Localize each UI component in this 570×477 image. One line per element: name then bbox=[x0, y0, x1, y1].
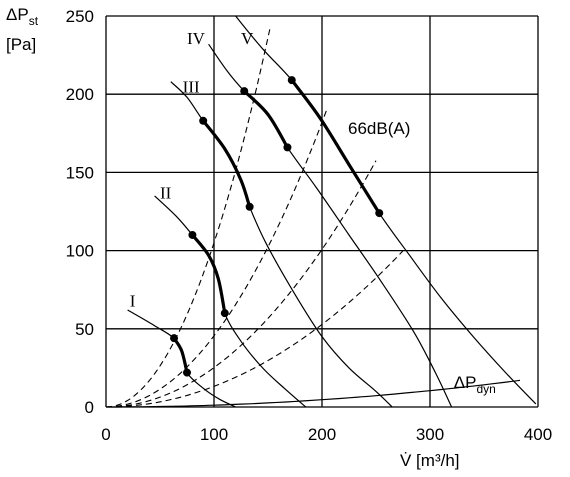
fan-curve-op-range-II bbox=[190, 233, 227, 315]
fan-curves bbox=[105, 15, 537, 408]
dyn-pressure-label: ΔPdyn bbox=[454, 373, 496, 396]
x-tick-label: 200 bbox=[308, 425, 336, 444]
fan-curve-op-range-IV bbox=[242, 89, 289, 149]
operating-point bbox=[375, 209, 384, 218]
y-tick-label: 0 bbox=[85, 398, 94, 417]
x-tick-label: 0 bbox=[101, 425, 110, 444]
fan-curve-V bbox=[235, 15, 537, 405]
y-tick-label: 150 bbox=[66, 163, 94, 182]
y-tick-label: 250 bbox=[66, 7, 94, 26]
operating-point bbox=[220, 309, 229, 318]
fan-curve-op-range-I bbox=[172, 336, 189, 375]
dyn-pressure-curve bbox=[105, 379, 521, 408]
x-tick-label: 100 bbox=[200, 425, 228, 444]
system-curves bbox=[105, 27, 404, 408]
system-curve-dashed bbox=[105, 250, 404, 408]
operating-point bbox=[170, 334, 179, 343]
grid-layer bbox=[105, 15, 539, 408]
y-axis-title-sub: st bbox=[29, 14, 39, 28]
y-tick-label: 50 bbox=[75, 320, 94, 339]
y-axis-unit: [Pa] bbox=[6, 35, 36, 54]
fan-curve-I bbox=[127, 309, 236, 408]
system-curve-dashed bbox=[105, 160, 377, 408]
fan-curve-op-range-III bbox=[201, 119, 252, 209]
operating-point bbox=[240, 87, 249, 96]
x-axis-title: V̇ [m³/h] bbox=[400, 451, 460, 470]
operating-point bbox=[183, 368, 191, 377]
series-label: V bbox=[241, 29, 254, 48]
series-label: I bbox=[130, 292, 136, 311]
y-tick-label: 100 bbox=[66, 242, 94, 261]
system-curve-dashed bbox=[105, 107, 328, 408]
series-label: III bbox=[183, 77, 200, 96]
series-label: II bbox=[160, 184, 172, 203]
series-label: IV bbox=[187, 29, 206, 48]
y-axis-title-main: ΔP bbox=[6, 5, 29, 24]
system-curve-dashed bbox=[105, 27, 271, 408]
operating-point bbox=[188, 230, 197, 239]
x-tick-label: 400 bbox=[524, 425, 552, 444]
operating-point bbox=[287, 76, 296, 85]
operating-point bbox=[245, 202, 254, 211]
operating-point bbox=[283, 143, 292, 152]
dyn-pressure-label-main: ΔP bbox=[454, 373, 477, 392]
y-axis-title: ΔPst bbox=[6, 5, 39, 28]
fan-curve-IV bbox=[208, 43, 453, 408]
noise-level-label: 66dB(A) bbox=[348, 119, 410, 138]
operating-point bbox=[199, 116, 208, 125]
x-tick-label: 300 bbox=[416, 425, 444, 444]
y-tick-label: 200 bbox=[66, 85, 94, 104]
dyn-pressure-label-sub: dyn bbox=[476, 382, 495, 396]
fan-curve-op-range-V bbox=[290, 78, 381, 215]
